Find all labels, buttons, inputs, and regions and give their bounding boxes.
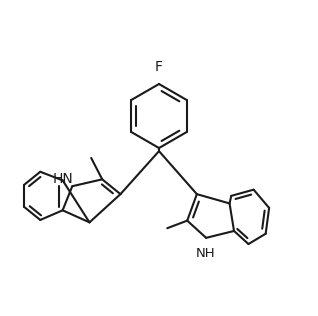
Text: F: F [155, 60, 163, 74]
Text: HN: HN [52, 172, 73, 186]
Text: NH: NH [195, 247, 215, 260]
